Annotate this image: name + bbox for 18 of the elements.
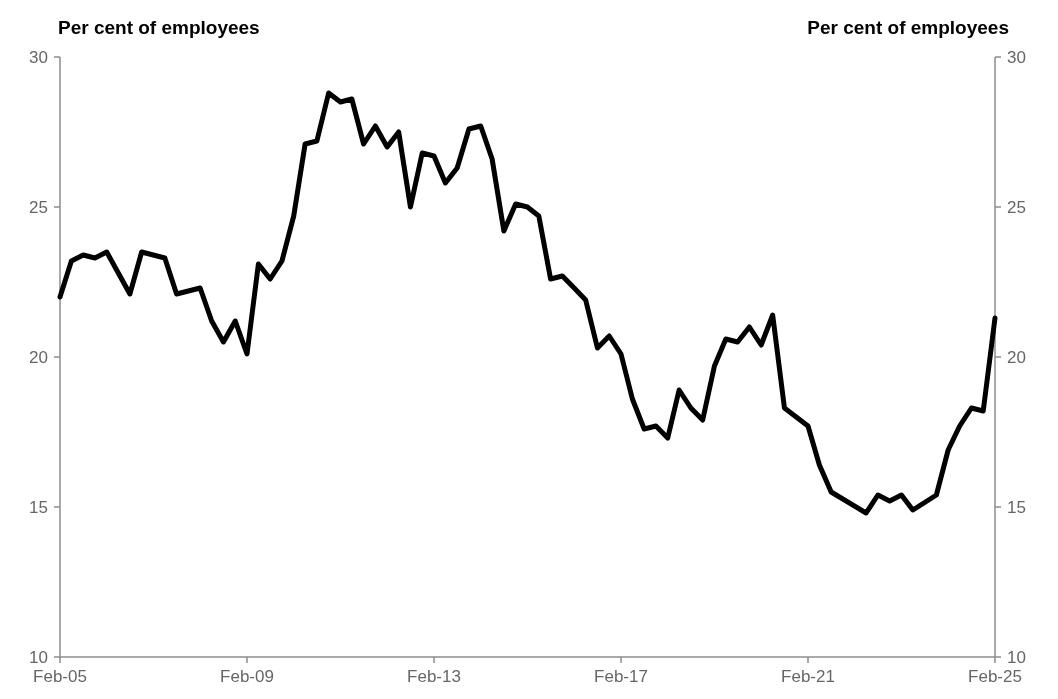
y-tick-label: 30	[29, 47, 48, 67]
y2-tick-label: 10	[1007, 647, 1026, 667]
y-tick-label: 25	[29, 197, 48, 217]
y2-axis-title: Per cent of employees	[807, 17, 1009, 38]
x-tick-label: Feb-09	[220, 667, 274, 686]
y2-tick-label: 15	[1007, 497, 1026, 517]
x-tick-label: Feb-17	[594, 667, 648, 686]
x-tick-label: Feb-25	[968, 667, 1022, 686]
y2-tick-label: 25	[1007, 197, 1026, 217]
y2-tick-label: 30	[1007, 47, 1026, 67]
x-tick-label: Feb-05	[33, 667, 87, 686]
y2-tick-label: 20	[1007, 347, 1026, 367]
y-tick-label: 20	[29, 347, 48, 367]
x-tick-label: Feb-13	[407, 667, 461, 686]
y-tick-label: 10	[29, 647, 48, 667]
x-tick-label: Feb-21	[781, 667, 835, 686]
y-tick-label: 15	[29, 497, 48, 517]
y-axis-title: Per cent of employees	[58, 17, 260, 38]
